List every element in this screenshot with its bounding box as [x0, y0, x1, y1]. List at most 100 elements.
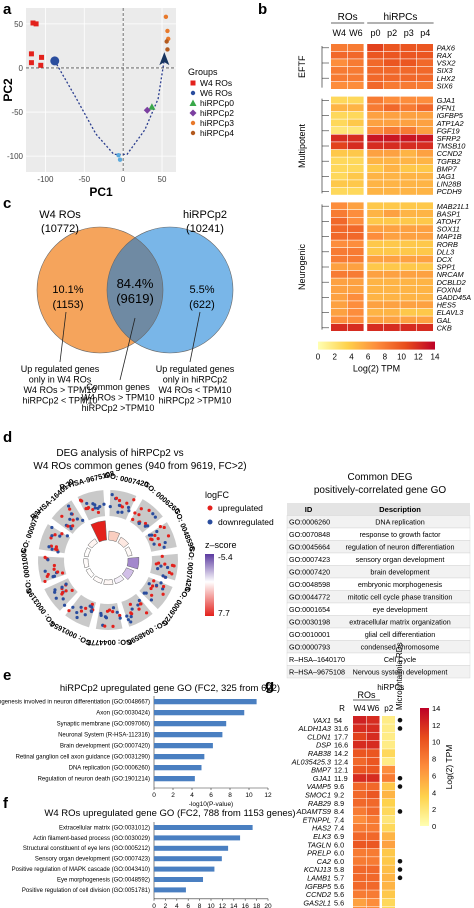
- gene-label: VAX1: [313, 716, 331, 725]
- data-point: [28, 60, 34, 66]
- gene-label: BMP7: [437, 164, 458, 173]
- gene-label: IGFBP5: [305, 882, 332, 891]
- table-row: [286, 665, 471, 679]
- gene-dot: [118, 616, 122, 620]
- gene-dot: [64, 582, 68, 586]
- gene-label: GAS2L1: [303, 898, 331, 907]
- heatmap-cell: [383, 248, 400, 255]
- microphthalmia-dot: [397, 717, 403, 723]
- heatmap-cell: [382, 782, 395, 791]
- table-cell-description: DNA replication: [375, 518, 425, 527]
- heatmap-cell: [382, 807, 395, 816]
- heatmap-cell: [353, 823, 366, 832]
- heatmap-cell: [400, 134, 417, 142]
- gene-label: TGFB2: [437, 157, 461, 166]
- heatmap-cell: [382, 848, 395, 857]
- gene-dot: [153, 515, 157, 519]
- gene-dot: [149, 598, 154, 602]
- x-tick-label: 2: [171, 792, 175, 799]
- heatmap-cell: [353, 749, 366, 757]
- heatmap-cell: [417, 127, 433, 134]
- table-header-row: [287, 503, 470, 516]
- gene-dot: [60, 532, 64, 536]
- heatmap-cell: [366, 774, 380, 782]
- heatmap-cell: [367, 293, 384, 301]
- venn-outline: [36, 226, 164, 354]
- venn-outline: [106, 226, 234, 354]
- gene-dot: [68, 507, 72, 511]
- gene-dot: [157, 543, 162, 547]
- heatmap-cell: [382, 757, 395, 766]
- heatmap-cell: [347, 202, 364, 210]
- bar: [154, 835, 241, 841]
- heatmap-cell: [382, 799, 395, 807]
- heatmap-cell: [417, 51, 433, 59]
- venn-annotation: hiRPCp2 >TPM10: [159, 396, 232, 406]
- gene-dot: [103, 624, 107, 628]
- heatmap-cell: [383, 172, 400, 180]
- color-scale-tick: 14: [432, 704, 440, 713]
- r-value: 5.5: [334, 907, 344, 908]
- gene-label: SMOC1: [305, 791, 331, 800]
- gene-dot: [62, 603, 67, 607]
- gene-dot: [165, 565, 170, 570]
- table-cell-description: condensed chromosome: [361, 643, 440, 652]
- column-label: p4: [420, 28, 430, 38]
- gene-label: AL035425.3: [291, 757, 331, 766]
- heatmap-cell: [366, 815, 380, 824]
- x-tick-label: 4: [175, 903, 179, 908]
- hirpc-go-bar-chart: hiRPCp2 upregulated gene GO (FC2, 325 fr…: [0, 683, 280, 808]
- heatmap-cell: [400, 142, 417, 150]
- gene-label: MAB21L1: [437, 202, 469, 211]
- heatmap-cell: [367, 308, 384, 316]
- color-scale-tick: 12: [432, 721, 440, 730]
- heatmap-cell: [400, 263, 417, 271]
- legend-dot: [207, 519, 213, 525]
- r-value: 6.9: [334, 832, 344, 841]
- heatmap-cell: [417, 104, 433, 112]
- heatmap-cell: [367, 187, 384, 195]
- heatmap-cell: [382, 898, 395, 907]
- heatmap-cell: [383, 263, 400, 271]
- color-scale-tick: 6: [432, 771, 436, 780]
- heatmap-cell: [331, 301, 347, 309]
- heatmap-cell: [353, 857, 366, 865]
- table-cell-description: embryonic morphogenesis: [358, 580, 443, 589]
- table-cell-description: extracellular matrix organization: [349, 618, 450, 627]
- category-label: Actin filament-based process (GO:0030029…: [33, 836, 150, 842]
- heatmap-cell: [383, 82, 400, 89]
- gene-dot: [102, 502, 106, 506]
- venn-annotation: hiRPCp2 >TPM10: [82, 403, 155, 413]
- heatmap-cell: [347, 165, 364, 172]
- gene-dot: [156, 561, 161, 565]
- gene-label: ALDH1A3: [298, 724, 331, 733]
- gene-dot: [69, 512, 74, 516]
- heatmap-cell: [417, 240, 433, 248]
- heatmap-cell: [367, 142, 384, 150]
- table-title: positively-correlated gene GO: [314, 485, 447, 496]
- gene-dot: [66, 504, 71, 508]
- zscore-bar: [85, 567, 95, 578]
- heatmap-cell: [331, 202, 347, 210]
- gene-dot: [53, 588, 57, 592]
- color-scale-tick: 0: [432, 822, 436, 831]
- table-cell-id: GO:0001654: [289, 605, 330, 614]
- heatmap-cell: [331, 127, 347, 134]
- heatmap-cell: [331, 157, 347, 165]
- column-label: p2: [387, 28, 397, 38]
- heatmap-cell: [382, 765, 395, 774]
- x-tick-label: 16: [242, 903, 250, 908]
- heatmap-cell: [331, 286, 347, 293]
- gene-dot: [83, 613, 87, 617]
- gene-label: ABCA4: [306, 907, 331, 908]
- heatmap-cell: [383, 142, 400, 150]
- circle-plot-title: DEG analysis of hiRPCp2 vs: [56, 448, 183, 459]
- gene-dot: [75, 517, 79, 521]
- gene-dot: [126, 618, 130, 622]
- row-group-label: EFTF: [297, 55, 307, 78]
- gene-dot: [115, 610, 119, 614]
- bar: [154, 721, 227, 727]
- heatmap-cell: [367, 180, 384, 188]
